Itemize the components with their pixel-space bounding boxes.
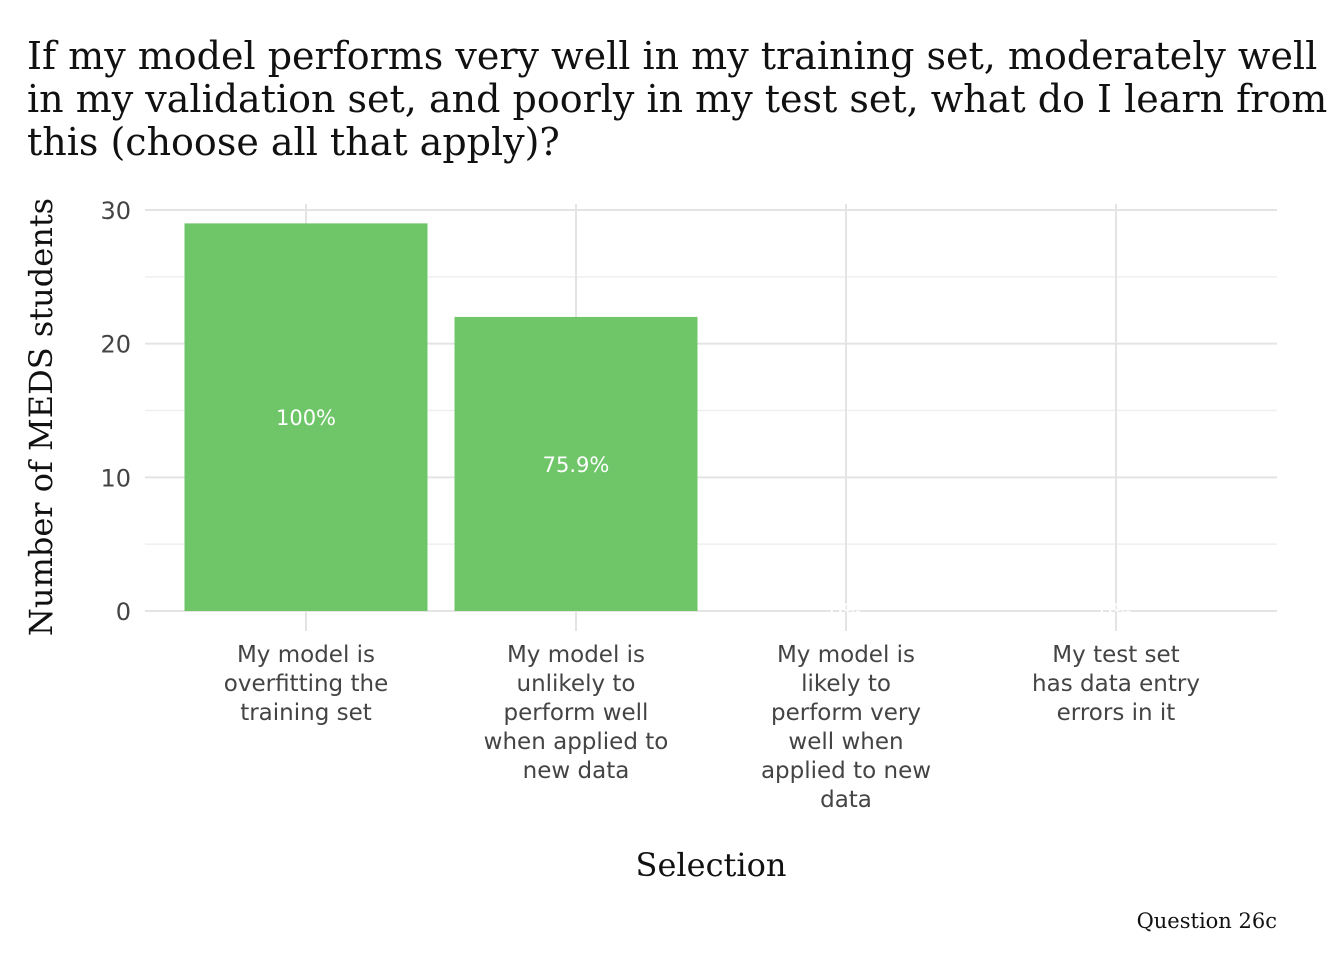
bar [454, 316, 698, 611]
bar-value-label: 75.9% [543, 453, 610, 477]
chart-title-line: this (choose all that apply)? [27, 120, 560, 164]
x-category-label: My model is likely to perform very well whe… [761, 642, 931, 813]
y-tick-labels: 0 10 20 30 [100, 197, 131, 626]
x-category-label: My model is overfitting the training set [224, 642, 388, 726]
chart-title-line: in my validation set, and poorly in my t… [27, 77, 1327, 121]
category-labels: My model is overfitting the training set My… [224, 642, 1200, 813]
x-category-label: My test set has data entry errors in it [1032, 642, 1200, 726]
y-tick-label: 20 [100, 331, 131, 359]
bars [184, 223, 698, 611]
bar-value-label: 0% [829, 600, 862, 624]
bar [184, 223, 428, 611]
bar-value-label: 0% [1099, 600, 1132, 624]
chart-title: If my model performs very well in my tra… [27, 34, 1327, 164]
bar-value-label: 100% [276, 406, 336, 430]
x-axis-title: Selection [636, 846, 787, 884]
x-category-label: My model is unlikely to perform well when a… [484, 642, 669, 784]
y-tick-label: 10 [100, 464, 131, 492]
y-axis-title: Number of MEDS students [22, 198, 60, 636]
caption: Question 26c [1137, 909, 1277, 933]
y-tick-label: 0 [116, 598, 131, 626]
bar-labels: 100% 75.9% 0% 0% [276, 406, 1133, 624]
chart-title-line: If my model performs very well in my tra… [27, 34, 1317, 78]
y-tick-label: 30 [100, 197, 131, 225]
